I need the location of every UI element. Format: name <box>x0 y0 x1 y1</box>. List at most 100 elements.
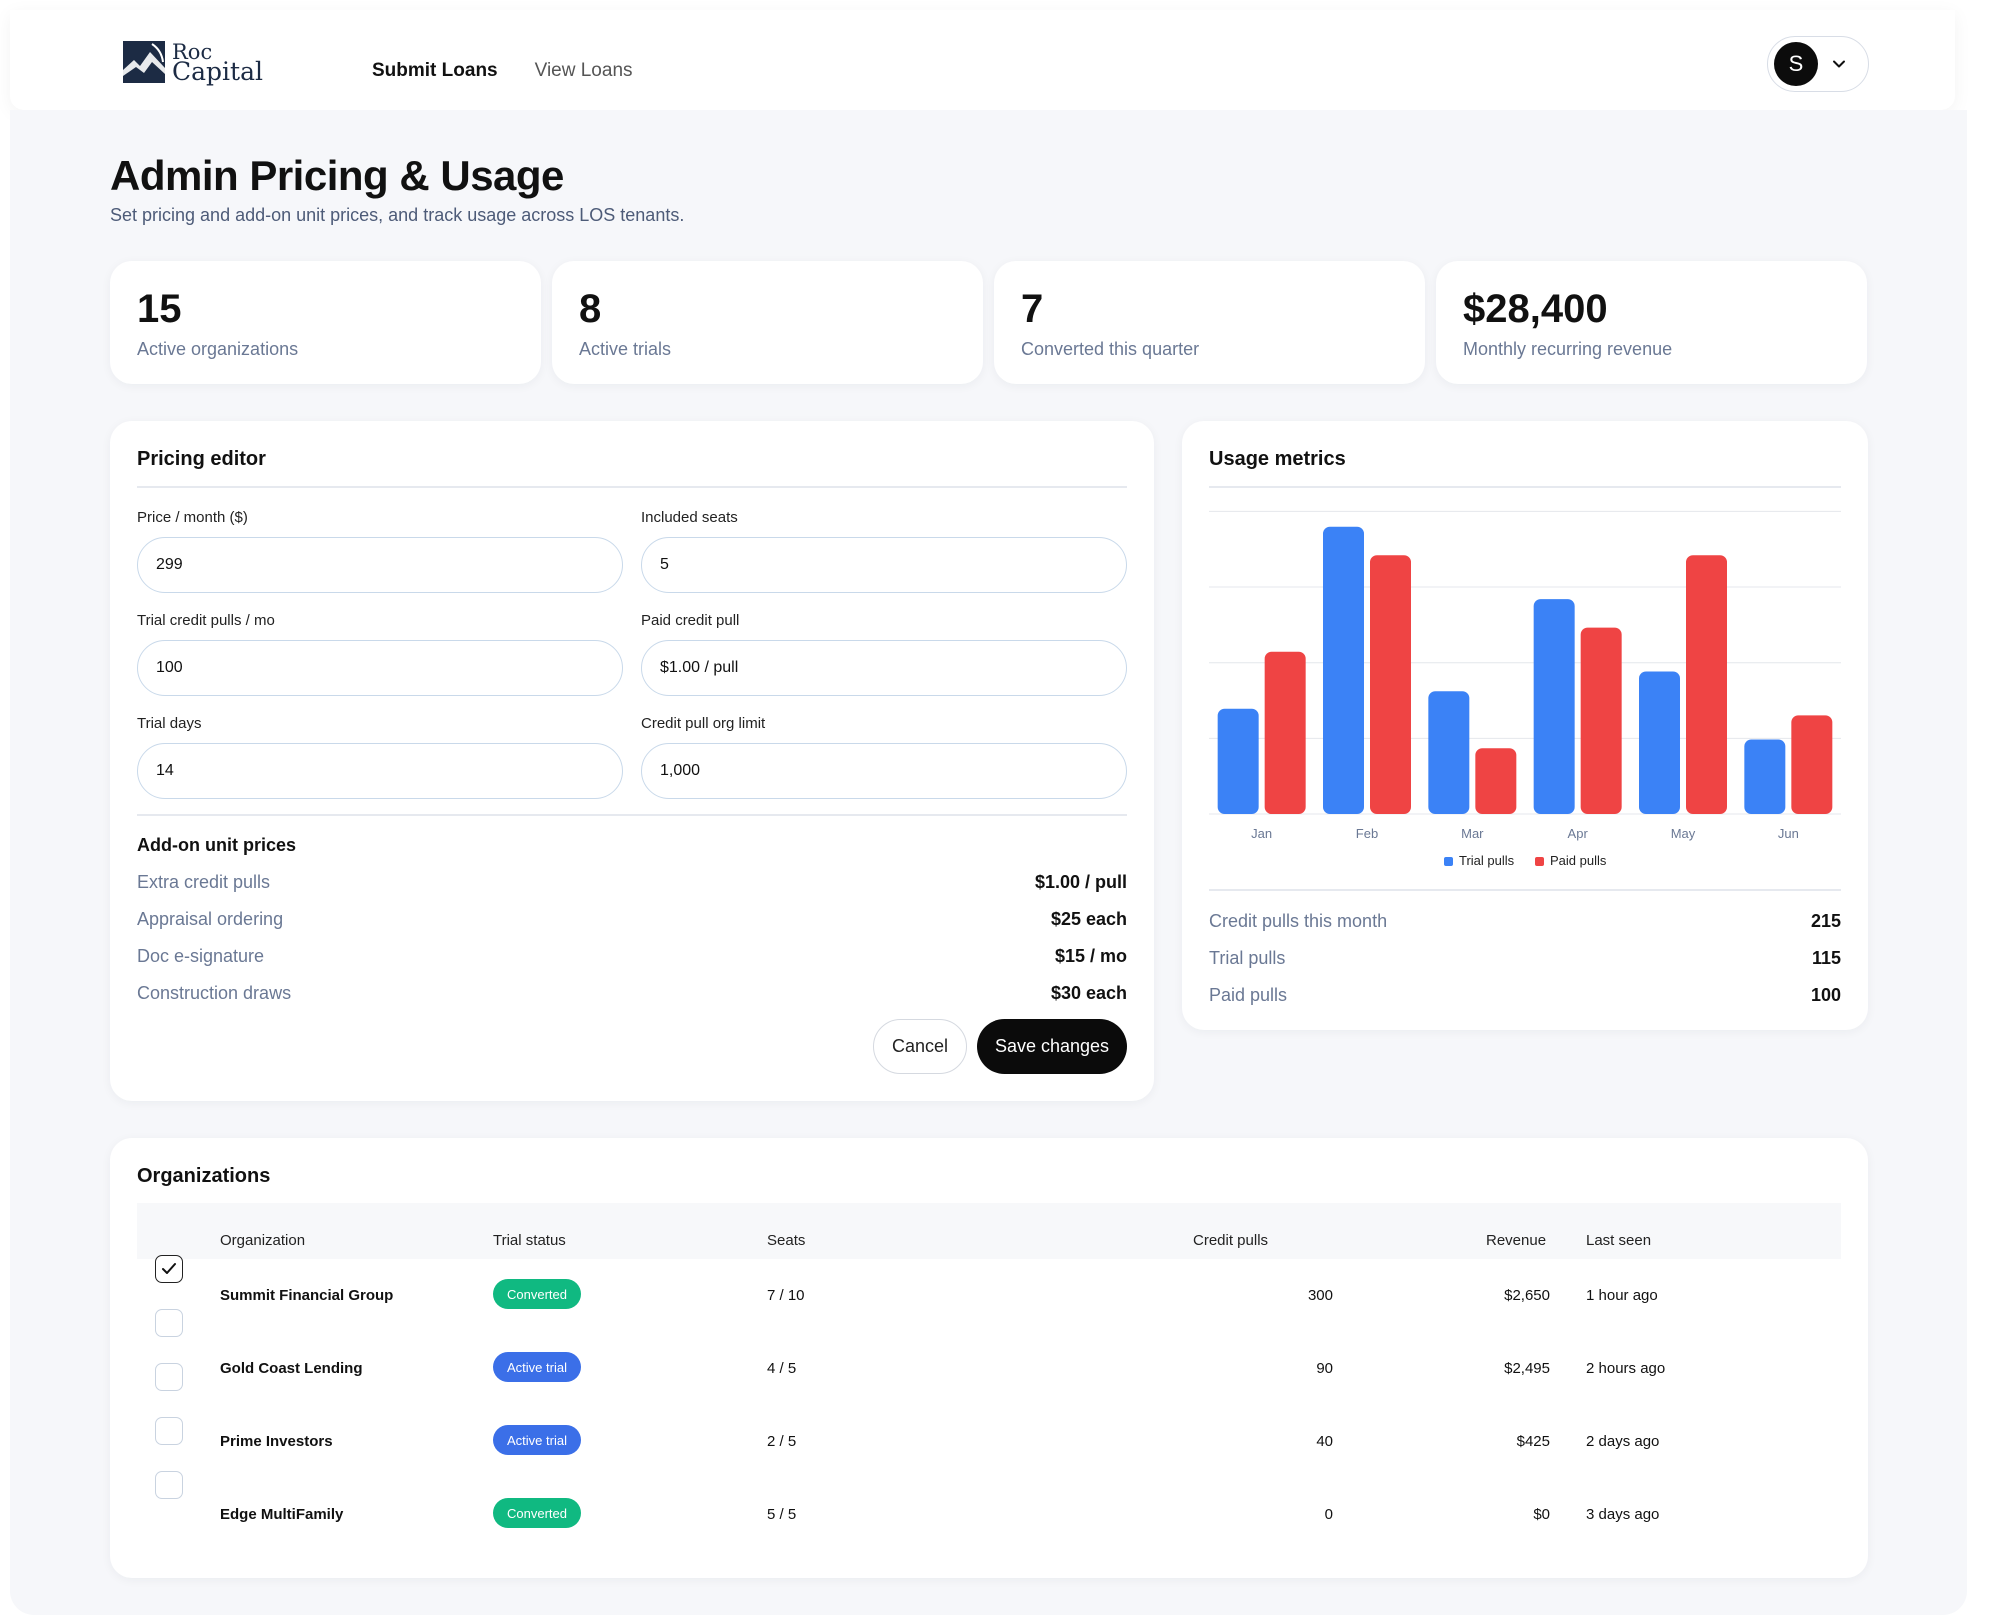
revenue-cell: $0 <box>1533 1506 1550 1523</box>
legend-swatch <box>1444 857 1453 866</box>
chevron-down-icon <box>1833 60 1845 68</box>
included-seats-input[interactable] <box>641 537 1127 593</box>
last-seen-cell: 3 days ago <box>1586 1506 1660 1523</box>
row-checkbox[interactable] <box>155 1417 183 1445</box>
stat-label: Active trials <box>579 339 672 359</box>
divider <box>1209 486 1841 488</box>
bar-paid-pulls-jun[interactable] <box>1791 715 1833 814</box>
last-seen-cell: 2 hours ago <box>1586 1360 1666 1377</box>
org-name[interactable]: Gold Coast Lending <box>220 1360 363 1377</box>
trial-pulls-input[interactable] <box>137 640 623 696</box>
org-limit-input[interactable] <box>641 743 1127 799</box>
last-seen-cell: 1 hour ago <box>1586 1287 1658 1304</box>
addon-name: Doc e-signature <box>137 946 265 966</box>
x-tick-label: Feb <box>1356 826 1378 841</box>
metric-value: 215 <box>1810 911 1841 931</box>
org-name[interactable]: Summit Financial Group <box>220 1287 394 1304</box>
brand-name: Roc Capital <box>172 41 263 84</box>
addon-name: Construction draws <box>137 983 292 1003</box>
table-header <box>137 1203 1841 1259</box>
save-changes-button[interactable]: Save changes <box>977 1019 1127 1074</box>
status-badge: Active trial <box>493 1425 581 1455</box>
revenue-cell: $2,650 <box>1504 1287 1550 1304</box>
addon-name: Extra credit pulls <box>137 872 271 892</box>
x-tick-label: Jan <box>1251 826 1272 841</box>
stat-value: 7 <box>1021 287 1044 331</box>
top-bar: Roc Capital Submit Loans View Loans S <box>10 10 1955 110</box>
bar-trial-pulls-may[interactable] <box>1639 671 1680 814</box>
check-icon <box>162 1263 176 1274</box>
stat-label: Active organizations <box>137 339 299 359</box>
x-tick-label: May <box>1671 826 1696 841</box>
trial-pulls-label: Trial credit pulls / mo <box>137 612 275 629</box>
metric-value: 115 <box>1811 948 1841 968</box>
stat-value: 15 <box>137 287 182 331</box>
brand-logo[interactable]: Roc Capital <box>122 40 263 84</box>
bar-trial-pulls-apr[interactable] <box>1533 599 1575 814</box>
divider <box>137 486 1127 488</box>
x-tick-label: Apr <box>1568 826 1589 841</box>
seats-cell: 7 / 10 <box>767 1287 805 1304</box>
revenue-cell: $425 <box>1516 1433 1550 1450</box>
avatar: S <box>1774 42 1818 86</box>
column-header-last-seen[interactable]: Last seen <box>1586 1232 1652 1249</box>
metric-name: Credit pulls this month <box>1209 911 1388 931</box>
metric-row: Paid pulls 100 <box>1209 985 1841 1006</box>
stat-card-active-trials: 8 Active trials <box>552 261 983 384</box>
bar-trial-pulls-feb[interactable] <box>1323 526 1364 814</box>
addon-price: $1.00 / pull <box>1034 872 1127 892</box>
addon-row: Construction draws $30 each <box>137 983 1127 1004</box>
metric-value: 100 <box>1810 985 1841 1005</box>
paid-pull-input[interactable] <box>641 640 1127 696</box>
column-header-seats[interactable]: Seats <box>767 1232 806 1249</box>
addon-row: Extra credit pulls $1.00 / pull <box>137 872 1127 893</box>
bar-paid-pulls-mar[interactable] <box>1475 748 1517 814</box>
addon-row: Doc e-signature $15 / mo <box>137 946 1127 967</box>
addon-price: $30 each <box>1050 983 1127 1003</box>
bar-paid-pulls-jan[interactable] <box>1264 651 1306 814</box>
status-badge: Converted <box>493 1498 581 1528</box>
column-header-revenue[interactable]: Revenue <box>1486 1232 1547 1249</box>
nav-view-loans[interactable]: View Loans <box>534 60 633 81</box>
cancel-button[interactable]: Cancel <box>873 1019 967 1074</box>
org-name[interactable]: Edge MultiFamily <box>220 1506 344 1523</box>
column-header-trial-status[interactable]: Trial status <box>493 1232 566 1249</box>
row-checkbox[interactable] <box>155 1255 183 1283</box>
bar-trial-pulls-jan[interactable] <box>1217 708 1259 814</box>
bar-paid-pulls-may[interactable] <box>1686 555 1727 814</box>
legend-label: Trial pulls <box>1459 853 1515 868</box>
stat-label: Monthly recurring revenue <box>1463 339 1673 359</box>
revenue-cell: $2,495 <box>1504 1360 1550 1377</box>
nav-submit-loans[interactable]: Submit Loans <box>372 60 498 81</box>
trial-days-input[interactable] <box>137 743 623 799</box>
price-month-input[interactable] <box>137 537 623 593</box>
x-tick-label: Jun <box>1778 826 1799 841</box>
row-checkbox[interactable] <box>155 1309 183 1337</box>
user-menu[interactable]: S <box>1767 36 1869 92</box>
bar-trial-pulls-mar[interactable] <box>1428 691 1470 814</box>
organizations-table: Organization Trial status Seats Credit p… <box>137 1203 1841 1551</box>
addon-row: Appraisal ordering $25 each <box>137 909 1127 930</box>
stat-value: $28,400 <box>1463 287 1608 331</box>
addon-price: $25 each <box>1050 909 1127 929</box>
credit-pulls-cell: 40 <box>1316 1433 1333 1450</box>
row-checkbox[interactable] <box>155 1363 183 1391</box>
column-header-credit-pulls[interactable]: Credit pulls <box>1193 1232 1269 1249</box>
column-header-organization[interactable]: Organization <box>220 1232 306 1249</box>
metric-name: Trial pulls <box>1209 948 1286 968</box>
metric-name: Paid pulls <box>1209 985 1288 1005</box>
status-badge: Active trial <box>493 1352 581 1382</box>
divider <box>137 814 1127 816</box>
page-title: Admin Pricing & Usage <box>110 152 564 199</box>
bar-paid-pulls-feb[interactable] <box>1370 555 1411 814</box>
addon-price: $15 / mo <box>1054 946 1127 966</box>
seats-cell: 4 / 5 <box>767 1360 797 1377</box>
bar-trial-pulls-jun[interactable] <box>1744 739 1786 814</box>
org-name[interactable]: Prime Investors <box>220 1433 333 1450</box>
credit-pulls-cell: 0 <box>1324 1506 1333 1523</box>
stat-card-mrr: $28,400 Monthly recurring revenue <box>1436 261 1867 384</box>
row-checkbox[interactable] <box>155 1471 183 1499</box>
divider <box>1209 889 1841 891</box>
bar-paid-pulls-apr[interactable] <box>1580 627 1622 814</box>
stat-value: 8 <box>579 287 602 331</box>
